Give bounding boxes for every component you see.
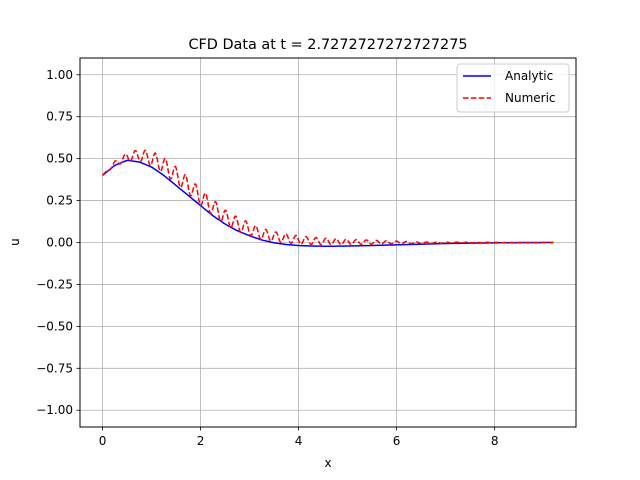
y-tick-label: 0.50 [46, 152, 73, 166]
legend-label-analytic: Analytic [505, 69, 553, 83]
y-tick-label: −0.75 [36, 361, 73, 375]
series-line-numeric [102, 149, 554, 246]
x-axis-label: x [324, 456, 331, 470]
y-tick-label: 1.00 [46, 68, 73, 82]
chart-title: CFD Data at t = 2.7272727272727275 [188, 37, 467, 53]
legend-label-numeric: Numeric [505, 91, 556, 105]
x-tick-label: 4 [295, 434, 303, 448]
y-axis-label: u [8, 238, 22, 246]
y-tick-label: −1.00 [36, 403, 73, 417]
y-tick-label: 0.75 [46, 110, 73, 124]
x-tick-label: 2 [197, 434, 205, 448]
y-tick-label: −0.50 [36, 319, 73, 333]
x-tick-label: 6 [393, 434, 401, 448]
series-layer [102, 149, 554, 247]
x-tick-label: 8 [491, 434, 499, 448]
legend: Analytic Numeric [456, 63, 570, 113]
ticks: 0 2 4 6 8 1.00 0.75 0.50 0.25 0.00 −0.25 −0.50 −0.75… [36, 68, 498, 448]
y-tick-label: 0.25 [46, 194, 73, 208]
x-tick-label: 0 [99, 434, 107, 448]
y-tick-label: −0.25 [36, 277, 73, 291]
y-tick-label: 0.00 [46, 236, 73, 250]
